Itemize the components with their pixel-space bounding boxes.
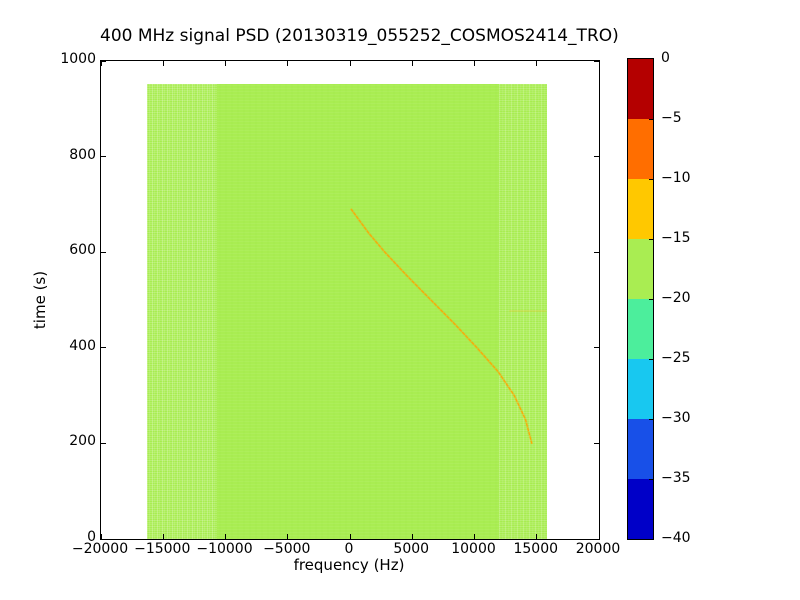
colorbar-tick xyxy=(649,299,653,300)
doppler-trace xyxy=(350,208,533,445)
colorbar-segment xyxy=(628,479,653,539)
colorbar-tick xyxy=(649,419,653,420)
colorbar xyxy=(627,58,654,540)
x-axis-tick xyxy=(162,534,164,539)
x-axis-tick-top xyxy=(474,61,475,66)
y-axis-tick-right xyxy=(594,442,599,444)
x-axis-tick xyxy=(225,534,226,539)
colorbar-tick-label: −5 xyxy=(661,110,682,126)
y-axis-tick xyxy=(101,60,106,62)
colorbar-tick xyxy=(649,119,653,120)
x-axis-tick xyxy=(411,534,413,539)
x-tick-label: 15000 xyxy=(513,541,559,557)
y-axis-tick xyxy=(101,538,106,540)
x-tick-label: −15000 xyxy=(134,541,191,557)
y-axis-tick-right xyxy=(594,156,599,158)
colorbar-tick-label: −35 xyxy=(661,470,691,486)
colorbar-segment xyxy=(628,359,653,419)
colorbar-tick-label: −15 xyxy=(661,230,691,246)
colorbar-tick-label: −20 xyxy=(661,290,691,306)
x-tick-label: 0 xyxy=(344,541,354,557)
y-tick-label: 0 xyxy=(87,529,96,545)
y-axis-label: time (s) xyxy=(31,270,49,330)
colorbar-segment xyxy=(628,419,653,479)
y-tick-label: 200 xyxy=(69,433,96,450)
colorbar-segment xyxy=(628,59,653,119)
colorbar-segment xyxy=(628,299,653,359)
y-axis-tick xyxy=(101,442,106,444)
x-axis-tick-top xyxy=(536,61,538,66)
y-axis-tick xyxy=(101,251,106,253)
x-axis-tick-top xyxy=(411,61,413,66)
spectrogram-data xyxy=(147,84,547,539)
colorbar-tick-label: −10 xyxy=(661,170,691,186)
colorbar-tick xyxy=(649,359,653,360)
y-axis-tick-right xyxy=(594,251,599,253)
x-axis-tick-top xyxy=(287,61,289,66)
colorbar-tick-label: −40 xyxy=(661,530,691,546)
plot-title: 400 MHz signal PSD (20130319_055252_COSM… xyxy=(100,26,619,46)
x-tick-label: 10000 xyxy=(451,541,496,557)
x-tick-label: 5000 xyxy=(393,541,430,557)
y-tick-label: 400 xyxy=(69,337,96,354)
y-tick-label: 800 xyxy=(69,146,96,163)
x-axis-tick-top xyxy=(100,61,102,66)
y-axis-tick xyxy=(101,347,106,349)
colorbar-tick-label: −30 xyxy=(661,410,691,426)
x-axis-tick xyxy=(100,534,102,539)
plot-area xyxy=(100,60,600,540)
colorbar-tick-label: 0 xyxy=(661,50,670,66)
colorbar-tick xyxy=(649,179,653,180)
x-axis-tick-top xyxy=(598,61,600,66)
x-tick-label: −10000 xyxy=(196,541,253,557)
colorbar-segment xyxy=(628,179,653,239)
y-tick-label: 600 xyxy=(69,242,96,259)
x-axis-tick xyxy=(287,534,289,539)
x-axis-tick xyxy=(598,534,600,539)
colorbar-segment xyxy=(628,119,653,179)
x-axis-tick xyxy=(536,534,538,539)
trace-layer xyxy=(350,208,547,445)
y-tick-label: 1000 xyxy=(60,51,96,67)
colorbar-tick xyxy=(649,239,653,240)
noise-texture xyxy=(147,84,547,539)
x-axis-label: frequency (Hz) xyxy=(293,556,405,574)
y-axis-tick xyxy=(101,156,106,158)
y-axis-tick-right xyxy=(594,538,599,540)
x-axis-tick-top xyxy=(162,61,164,66)
y-axis-tick-right xyxy=(594,60,599,62)
noise-band-left xyxy=(147,84,217,539)
x-tick-label: −5000 xyxy=(263,541,311,557)
x-tick-label: −20000 xyxy=(71,541,129,557)
y-axis-tick-right xyxy=(594,347,599,349)
x-tick-label: 20000 xyxy=(575,541,621,557)
colorbar-tick-label: −25 xyxy=(661,350,691,366)
colorbar-segment xyxy=(628,239,653,299)
x-axis-tick xyxy=(349,534,351,539)
colorbar-tick xyxy=(649,479,653,480)
x-axis-tick-top xyxy=(225,61,226,66)
x-axis-tick xyxy=(474,534,475,539)
x-axis-tick-top xyxy=(349,61,351,66)
